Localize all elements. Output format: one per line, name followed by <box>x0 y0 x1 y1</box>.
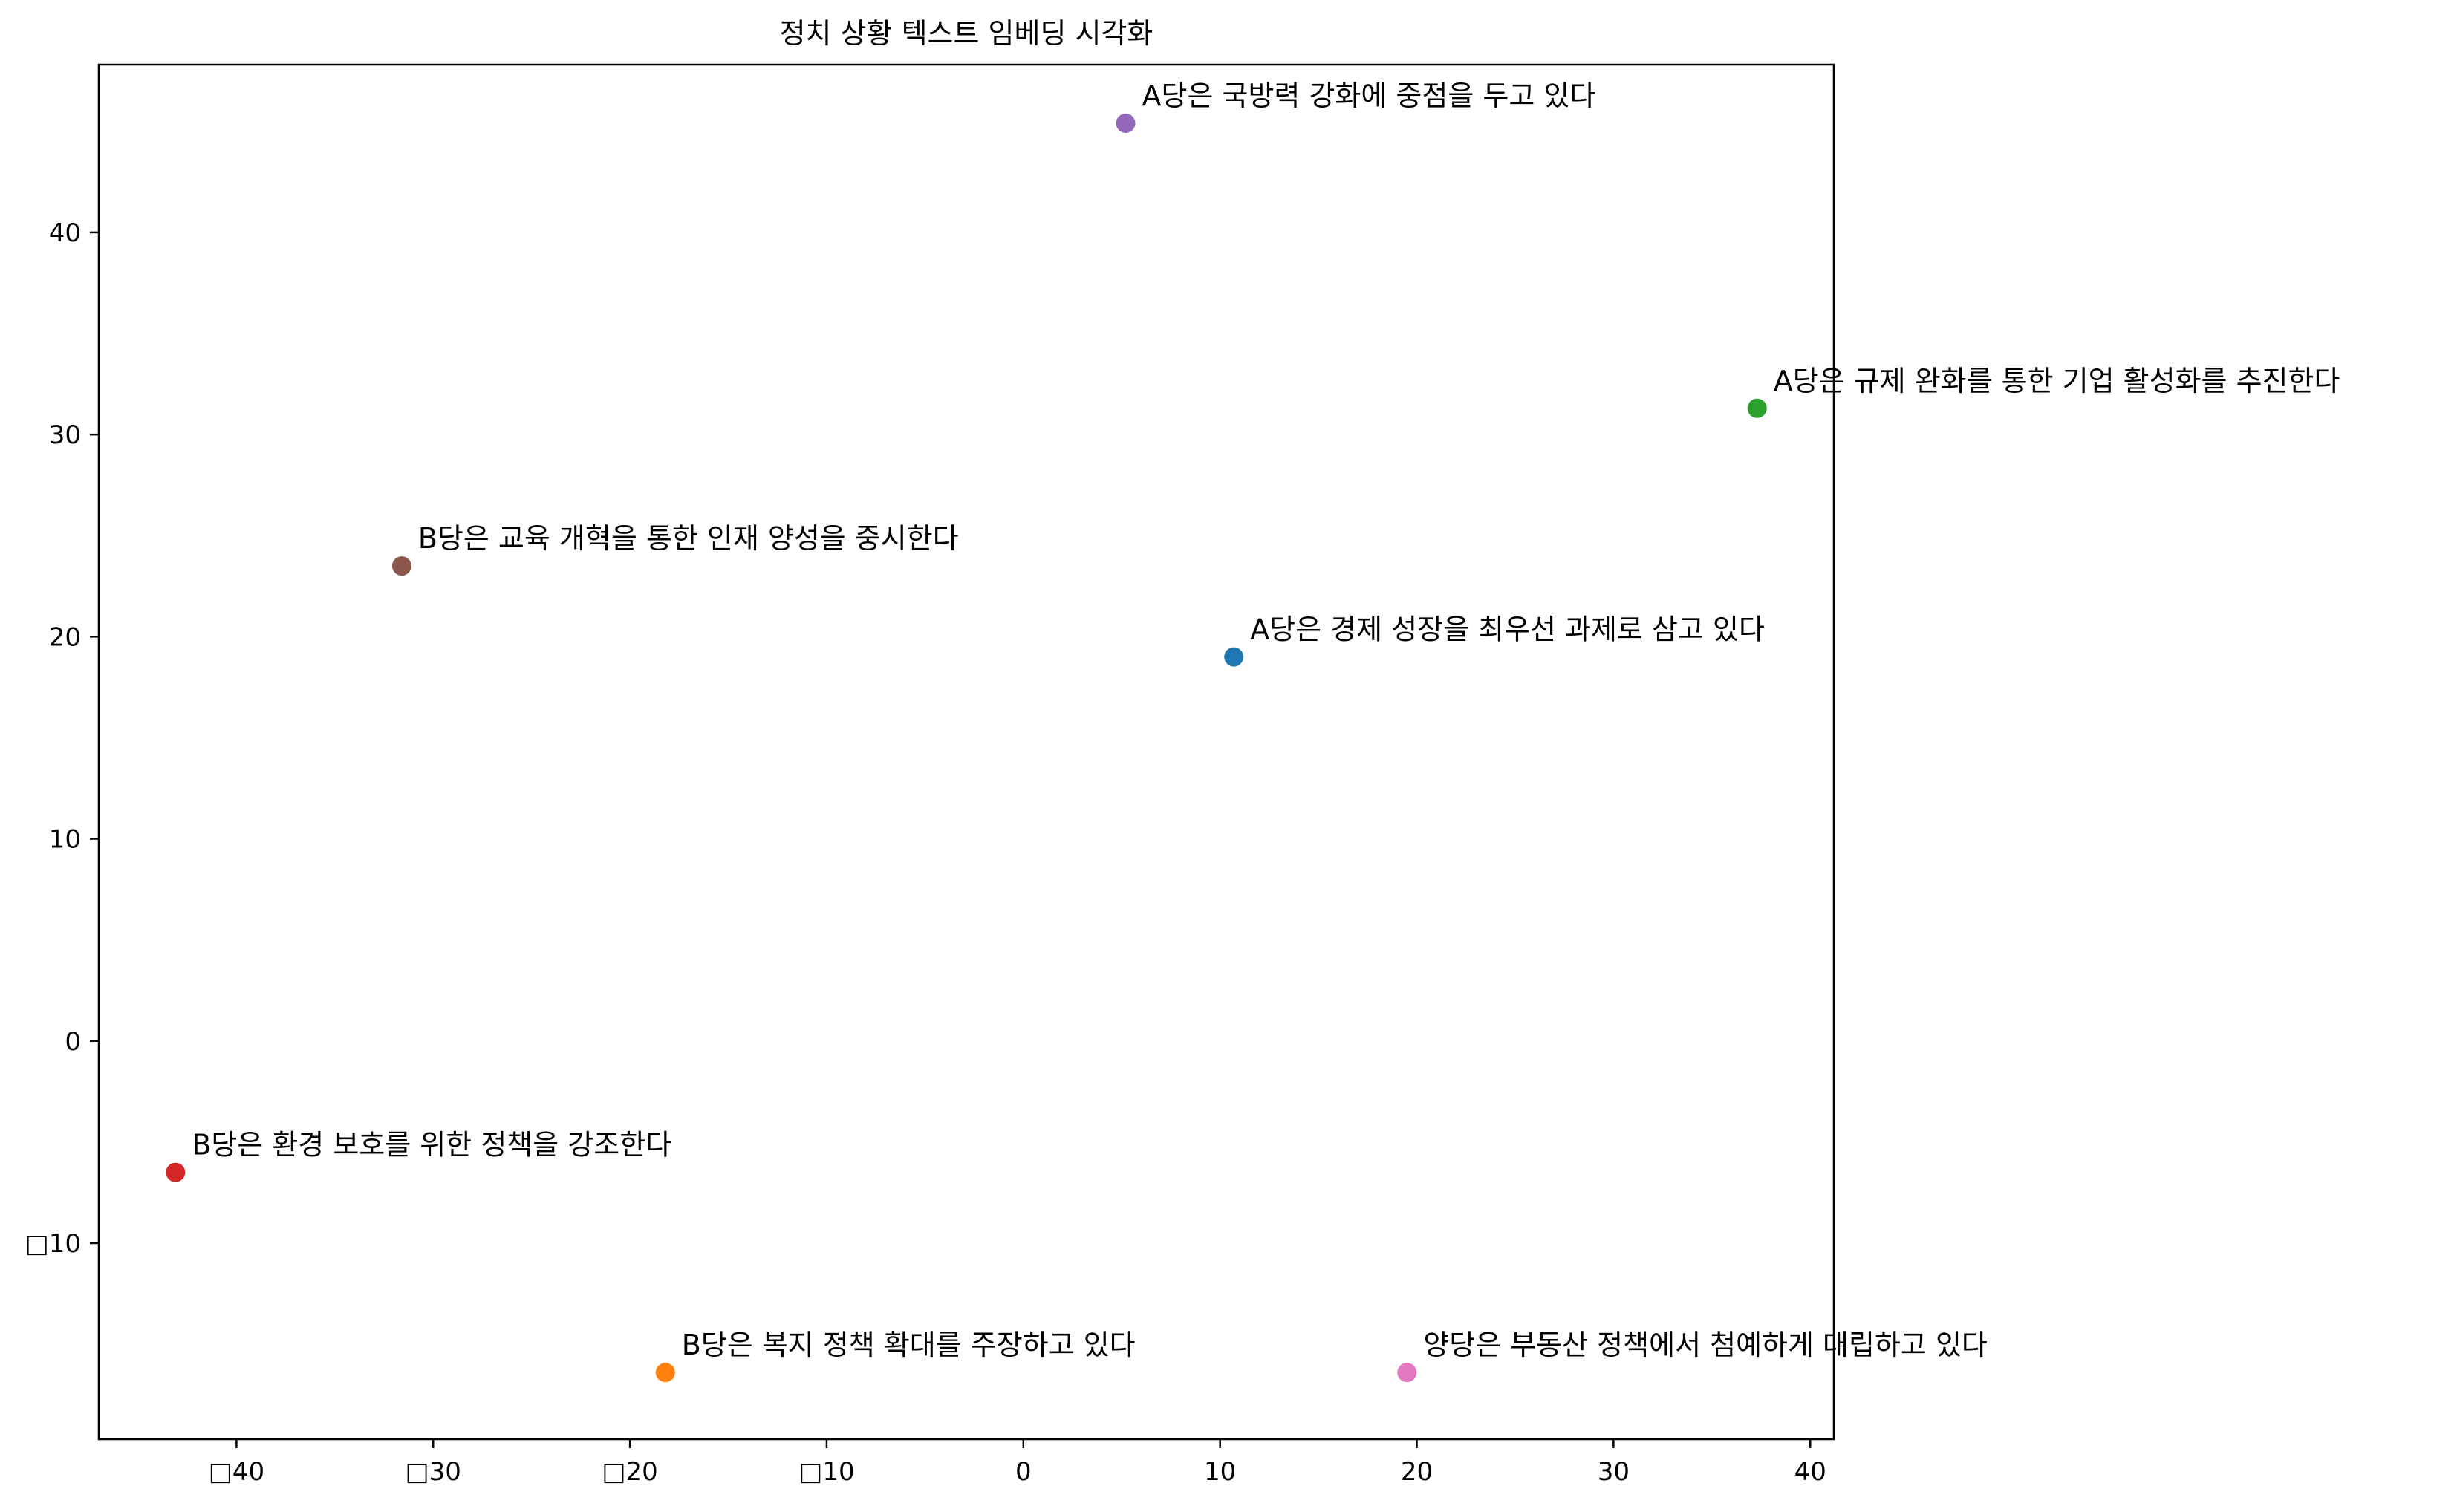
data-point <box>166 1162 186 1182</box>
data-point <box>1224 647 1244 667</box>
point-label: 양당은 부동산 정책에서 첨예하게 대립하고 있다 <box>1423 1329 1988 1361</box>
point-label: A당은 규제 완화를 통한 기업 활성화를 추진한다 <box>1774 365 2340 397</box>
x-tick-label: 40 <box>1794 1457 1826 1487</box>
x-tick-label: 20 <box>1401 1457 1433 1487</box>
point-label: A당은 경제 성장을 최우선 과제로 삼고 있다 <box>1250 613 1765 646</box>
x-tick-label: 30 <box>1598 1457 1630 1487</box>
x-tick-label: □20 <box>602 1457 657 1487</box>
point-label: B당은 복지 정책 확대를 주장하고 있다 <box>682 1329 1136 1361</box>
y-tick-label: 30 <box>49 420 81 450</box>
y-tick-label: 10 <box>49 825 81 855</box>
y-tick-label: 20 <box>49 622 81 652</box>
x-tick-label: 10 <box>1204 1457 1236 1487</box>
y-tick-label: 0 <box>65 1027 81 1057</box>
y-tick-label: □10 <box>25 1229 81 1259</box>
x-tick-label: 0 <box>1015 1457 1032 1487</box>
data-points: A당은 경제 성장을 최우선 과제로 삼고 있다 B당은 복지 정책 확대를 주장… <box>166 79 2340 1383</box>
y-tick-label: 40 <box>49 218 81 248</box>
data-point <box>391 556 411 576</box>
point-label: B당은 교육 개혁을 통한 인재 양성을 중시한다 <box>418 522 959 555</box>
data-point <box>1747 398 1767 418</box>
x-tick-label: □30 <box>406 1457 461 1487</box>
x-axis: □40 □30 □20 □10 0 10 20 30 40 <box>209 1439 1826 1487</box>
y-axis: □10 0 10 20 30 40 <box>25 218 99 1259</box>
plot-area <box>97 63 1835 1441</box>
point-label: A당은 국방력 강화에 중점을 두고 있다 <box>1142 79 1596 112</box>
point-label: B당은 환경 보호를 위한 정책을 강조한다 <box>192 1129 671 1161</box>
x-tick-label: □10 <box>798 1457 854 1487</box>
data-point <box>655 1363 675 1383</box>
data-point <box>1116 113 1136 133</box>
data-point <box>1397 1363 1417 1383</box>
chart-title: 정치 상황 텍스트 임베딩 시각화 <box>780 17 1153 50</box>
x-tick-label: □40 <box>209 1457 264 1487</box>
